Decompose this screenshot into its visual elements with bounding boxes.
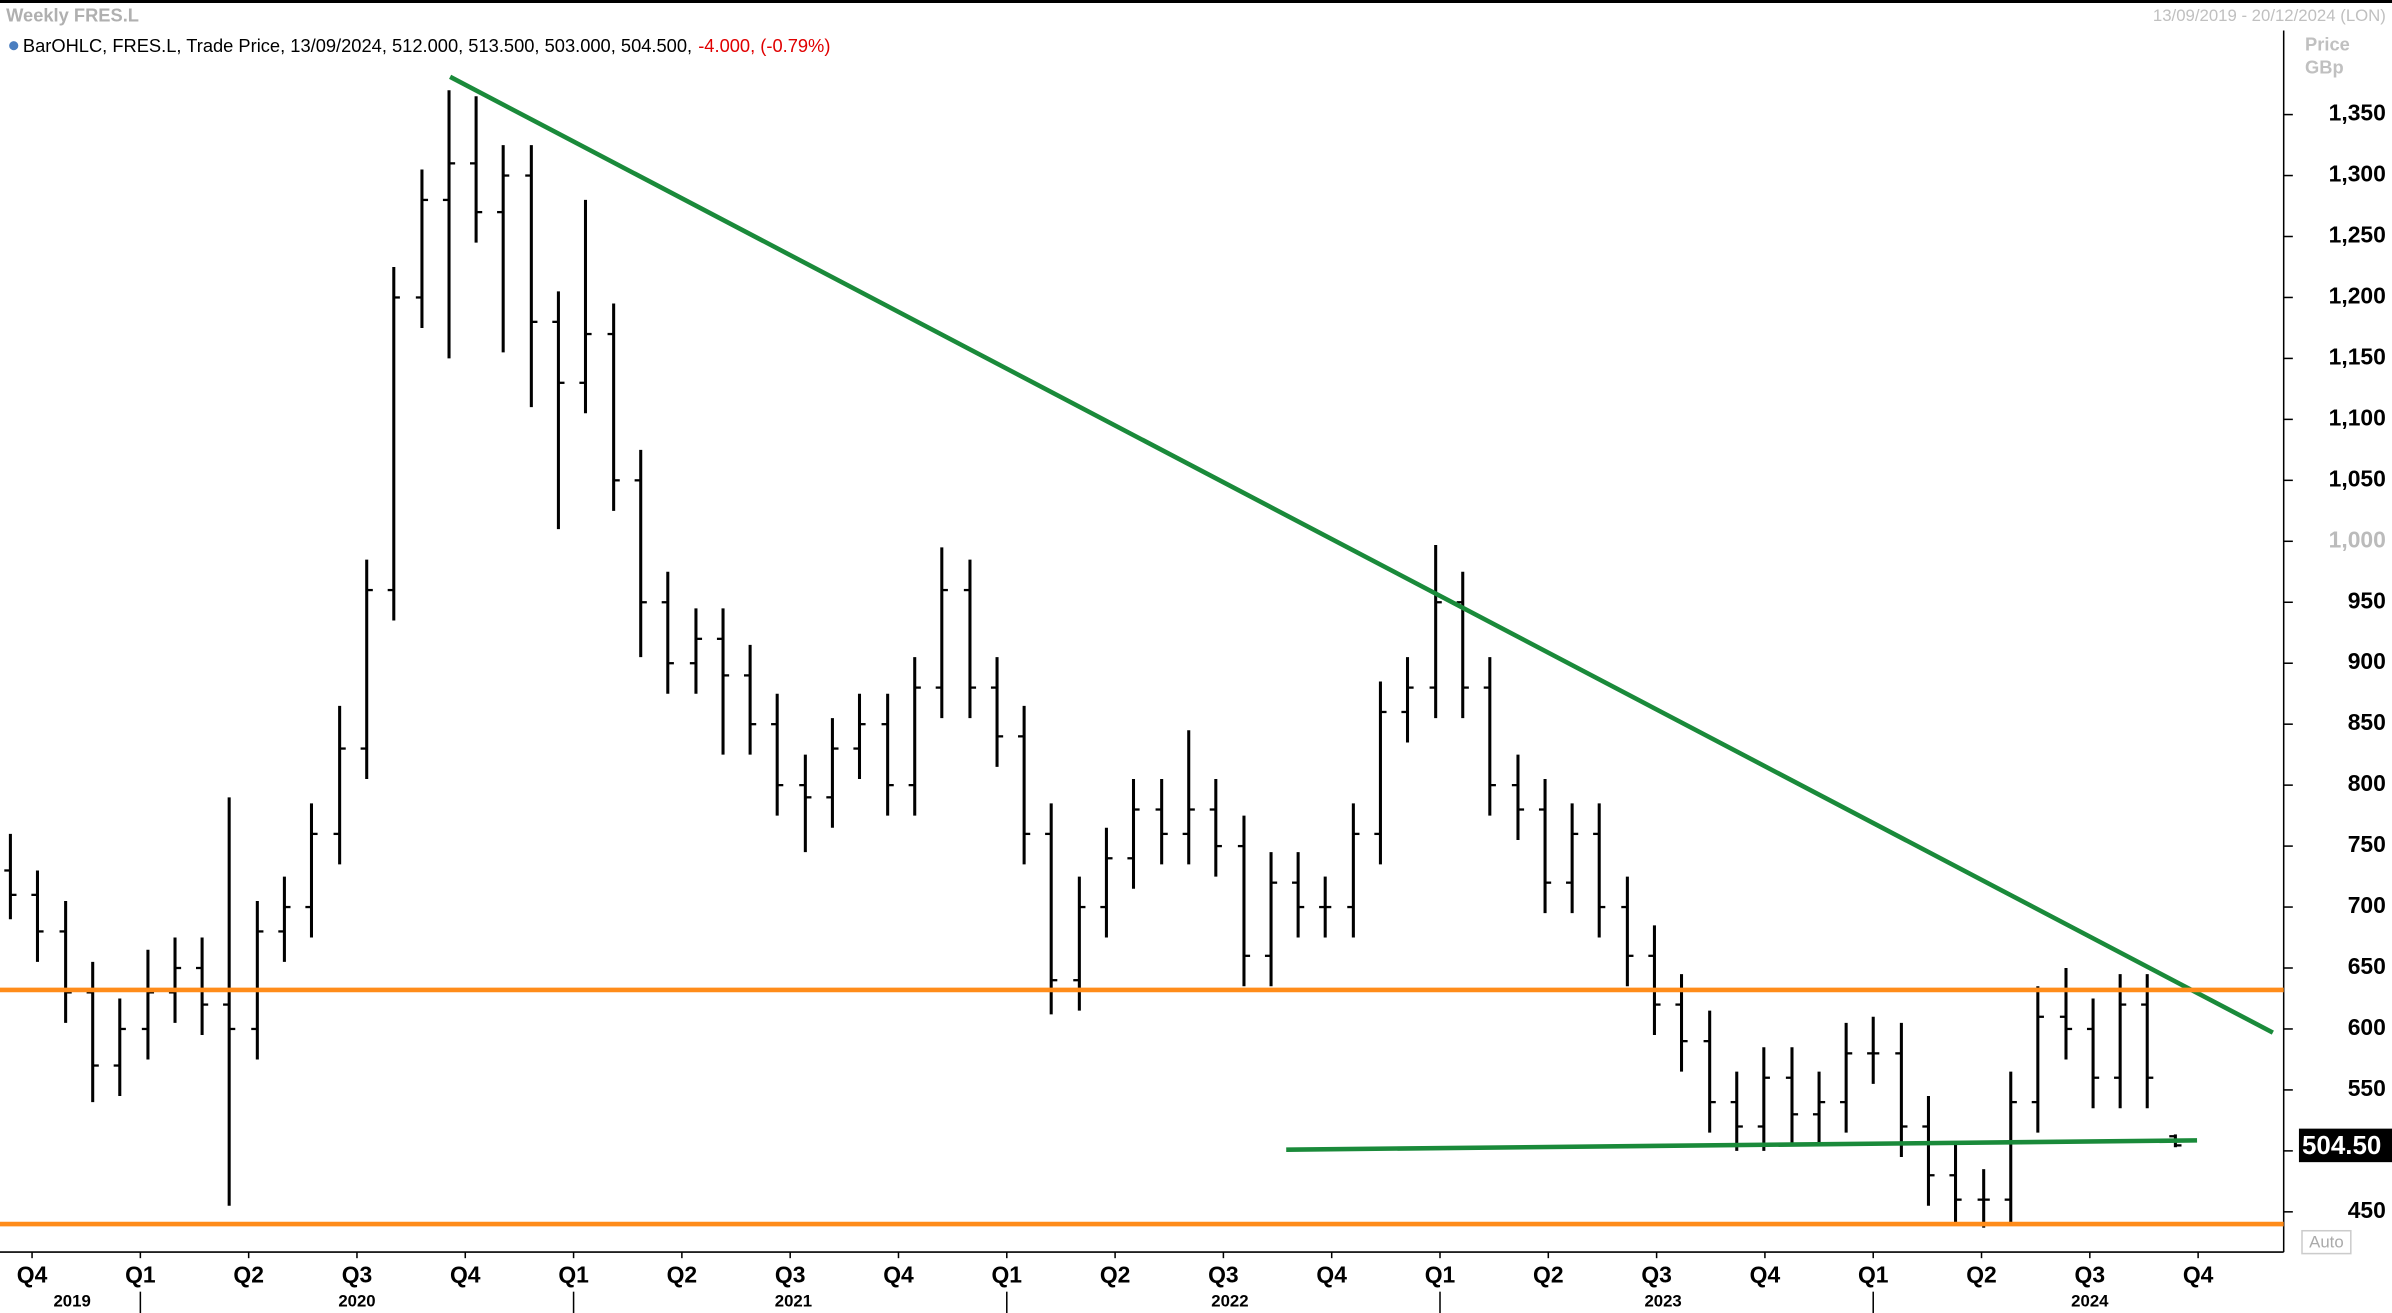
x-tick-label: Q2	[667, 1261, 698, 1287]
year-label: 2024	[2071, 1292, 2109, 1311]
auto-button[interactable]	[2301, 1229, 2352, 1255]
x-tick-label: Q1	[992, 1261, 1023, 1287]
y-tick-label: 700	[2348, 892, 2386, 918]
x-tick-label: Q1	[558, 1261, 589, 1287]
y-tick-label: 1,050	[2329, 465, 2386, 491]
x-tick-label: Q3	[1641, 1261, 1672, 1287]
x-tick-label: Q2	[233, 1261, 264, 1287]
x-tick-label: Q2	[1966, 1261, 1997, 1287]
x-tick-label: Q1	[1425, 1261, 1456, 1287]
y-tick-label: 1,350	[2329, 100, 2386, 126]
x-tick-label: Q3	[342, 1261, 373, 1287]
auto-label[interactable]: Auto	[2309, 1232, 2343, 1251]
x-tick-label: Q4	[2183, 1261, 2214, 1287]
year-label: 2020	[338, 1292, 375, 1311]
y-tick-label: 1,100	[2329, 404, 2386, 430]
x-tick-label: Q3	[2075, 1261, 2106, 1287]
legend-text: BarOHLC, FRES.L, Trade Price, 13/09/2024…	[23, 35, 831, 56]
y-tick-label: 550	[2348, 1075, 2386, 1101]
year-label: 2023	[1644, 1292, 1681, 1311]
y-tick-label: 1,200	[2329, 283, 2386, 309]
x-tick-label: Q4	[883, 1261, 914, 1287]
x-tick-label: Q3	[775, 1261, 806, 1287]
x-tick-label: Q1	[125, 1261, 156, 1287]
date-range: 13/09/2019 - 20/12/2024 (LON)	[2153, 6, 2386, 25]
trend-line	[449, 74, 2274, 1035]
x-tick-label: Q4	[450, 1261, 481, 1287]
legend-icon	[9, 41, 19, 51]
x-tick-label: Q1	[1858, 1261, 1889, 1287]
y-tick-label: 900	[2348, 648, 2386, 674]
y-tick-label: 850	[2348, 709, 2386, 735]
y-tick-label: 750	[2348, 831, 2386, 857]
legend-change: -4.000, (-0.79%)	[698, 35, 830, 56]
y-tick-label: 950	[2348, 587, 2386, 613]
x-tick-label: Q3	[1208, 1261, 1239, 1287]
y-tick-label: 1,000	[2329, 526, 2386, 552]
y-tick-label: 1,150	[2329, 343, 2386, 369]
x-tick-label: Q4	[1750, 1261, 1781, 1287]
year-label: 2019	[53, 1292, 90, 1311]
legend-values: BarOHLC, FRES.L, Trade Price, 13/09/2024…	[23, 35, 692, 56]
y-tick-label: 450	[2348, 1197, 2386, 1223]
trend-line	[1286, 1138, 2198, 1152]
y-tick-label: 600	[2348, 1014, 2386, 1040]
x-tick-label: Q4	[1316, 1261, 1347, 1287]
year-label: 2022	[1211, 1292, 1248, 1311]
y-tick-label: 650	[2348, 953, 2386, 979]
year-label: 2021	[775, 1292, 812, 1311]
y-tick-label: 1,250	[2329, 222, 2386, 248]
x-tick-label: Q4	[17, 1261, 48, 1287]
last-price-box	[2298, 1128, 2392, 1163]
y-tick-label: 1,300	[2329, 161, 2386, 187]
x-tick-label: Q2	[1533, 1261, 1564, 1287]
last-price-label: 504.50	[2302, 1132, 2381, 1160]
y-axis-unit: GBp	[2305, 56, 2344, 77]
x-tick-label: Q2	[1100, 1261, 1131, 1287]
chart-title: Weekly FRES.L	[6, 5, 139, 26]
y-axis-title: Price	[2305, 34, 2350, 55]
y-tick-label: 800	[2348, 770, 2386, 796]
